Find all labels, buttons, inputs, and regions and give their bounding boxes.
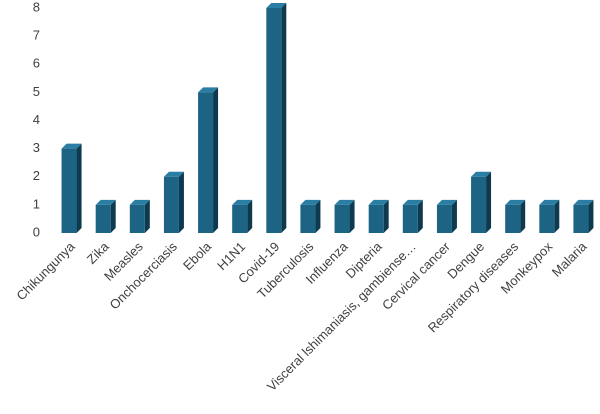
bar-top [505,199,526,205]
bar [198,92,214,233]
bar [129,204,145,233]
bar [539,204,555,233]
bar-top [539,199,560,205]
y-tick-label: 2 [33,168,40,183]
bar-side [520,199,526,233]
bar-side [76,143,82,233]
bar-top [232,199,253,205]
bar-side [247,199,253,233]
bar-side [110,199,116,233]
bar-top [163,171,184,177]
x-tick-label: Malaria [549,238,590,279]
bar-top [368,199,389,205]
bar-top [471,171,492,177]
bar-top [129,199,150,205]
bar [471,176,487,233]
bar-top [266,3,287,8]
bar-top [436,199,457,205]
bar-side [144,199,150,233]
bar-side [588,199,594,233]
bar [300,204,316,233]
y-tick-label: 0 [33,224,40,239]
bar-side [213,87,219,233]
bar-side [315,199,321,233]
bar-side [417,199,423,233]
y-tick-label: 1 [33,196,40,211]
bar [334,204,350,233]
bar-top [95,199,116,205]
bar [95,204,111,233]
y-tick-label: 7 [33,28,40,43]
x-tick-label: Chikungunya [13,238,78,303]
bar-top [334,199,355,205]
y-tick-label: 4 [33,112,40,127]
bar-side [554,199,560,233]
bar [232,204,248,233]
bar-top [300,199,321,205]
bar-top [61,143,82,149]
bar-top [198,87,219,93]
y-tick-label: 5 [33,84,40,99]
bar [266,8,282,233]
y-tick-label: 8 [33,0,40,14]
bar-side [349,199,355,233]
bar [61,148,77,233]
bar-top [573,199,594,205]
y-tick-label: 3 [33,140,40,155]
bar [163,176,179,233]
x-tick-label: Ebola [180,238,215,273]
bar-side [451,199,457,233]
bar-side [281,3,287,233]
bar-side [178,171,184,233]
x-tick-label: Zika [84,238,113,267]
bar [573,204,589,233]
bar [436,204,452,233]
bar-side [383,199,389,233]
bar [368,204,384,233]
y-tick-label: 6 [33,56,40,71]
bar-side [486,171,492,233]
bar-top [402,199,423,205]
bar [402,204,418,233]
bar [505,204,521,233]
